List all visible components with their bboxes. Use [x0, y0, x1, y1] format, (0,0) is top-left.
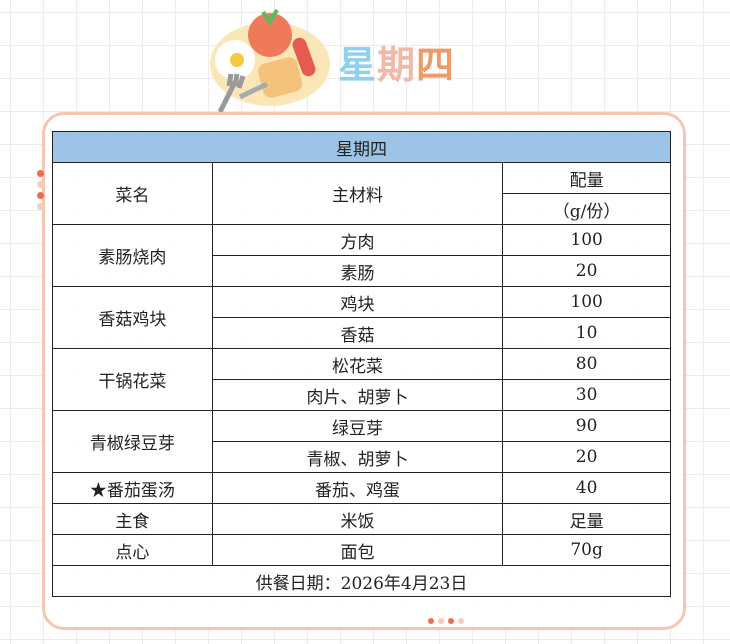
ingredient-cell: 番茄、鸡蛋 [211, 472, 504, 504]
header-unit: （g/份） [502, 193, 671, 225]
dish-name: ★番茄蛋汤 [52, 472, 213, 504]
amount-cell: 20 [502, 255, 671, 287]
table-row: 青椒、胡萝卜 20 [53, 441, 671, 473]
amount-cell: 30 [502, 379, 671, 411]
ingredient-cell: 松花菜 [211, 348, 504, 380]
ingredient-cell: 米饭 [211, 503, 504, 535]
ingredient-cell: 素肠 [211, 255, 504, 287]
dish-name: 点心 [52, 534, 213, 566]
ingredient-cell: 方肉 [211, 224, 504, 256]
table-row: 点心 面包 70g [52, 534, 671, 566]
ingredient-cell: 鸡块 [211, 286, 504, 318]
ingredient-cell: 绿豆芽 [211, 410, 504, 442]
menu-table: 星期四 菜名 主材料 配量 （g/份） 素肠烧肉 方肉 100 素肠 20 香菇鸡块 鸡块 1… [52, 131, 671, 597]
table-row: 主食 米饭 足量 [52, 503, 671, 535]
amount-cell: 100 [502, 224, 671, 256]
amount-cell: 10 [502, 317, 671, 349]
decor-dots [37, 170, 44, 214]
dish-name: 香菇鸡块 [52, 286, 213, 349]
amount-cell: 40 [502, 472, 671, 504]
dish-name: 主食 [52, 503, 213, 535]
dish-name: 青椒绿豆芽 [52, 410, 213, 473]
table-row: 素肠烧肉 方肉 100 [52, 224, 671, 287]
dish-name: 干锅花菜 [52, 348, 213, 411]
header-amount: 配量 [502, 162, 671, 194]
table-title: 星期四 [52, 131, 671, 163]
dish-name: 素肠烧肉 [52, 224, 213, 287]
ingredient-cell: 肉片、胡萝卜 [211, 379, 504, 411]
table-row: 干锅花菜 松花菜 80 [52, 348, 671, 411]
table-row: 肉片、胡萝卜 30 [53, 379, 671, 411]
amount-cell: 80 [502, 348, 671, 380]
table-row: 香菇鸡块 鸡块 100 [52, 286, 671, 349]
table-row: 香菇 10 [53, 317, 671, 349]
table-row: 素肠 20 [53, 255, 671, 287]
amount-cell: 90 [502, 410, 671, 442]
table-row: 青椒绿豆芽 绿豆芽 90 [52, 410, 671, 473]
breakfast-plate-illustration [210, 8, 330, 114]
amount-cell: 70g [502, 534, 671, 566]
amount-cell: 足量 [502, 503, 671, 535]
header-ingredient: 主材料 [211, 162, 504, 225]
ingredient-cell: 面包 [211, 534, 504, 566]
page-title: 星期四 [338, 43, 456, 87]
amount-cell: 20 [502, 441, 671, 473]
table-row: ★番茄蛋汤 番茄、鸡蛋 40 [52, 472, 671, 504]
header-dish: 菜名 [52, 162, 213, 225]
serving-date: 供餐日期：2026年4月23日 [52, 565, 671, 597]
ingredient-cell: 香菇 [211, 317, 504, 349]
decor-dots-bottom [428, 618, 464, 624]
ingredient-cell: 青椒、胡萝卜 [211, 441, 504, 473]
amount-cell: 100 [502, 286, 671, 318]
